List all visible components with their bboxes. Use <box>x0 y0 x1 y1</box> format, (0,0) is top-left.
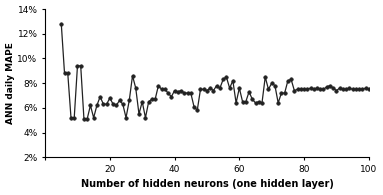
Y-axis label: ANN daily MAPE: ANN daily MAPE <box>6 42 15 124</box>
X-axis label: Number of hidden neurons (one hidden layer): Number of hidden neurons (one hidden lay… <box>80 179 333 190</box>
